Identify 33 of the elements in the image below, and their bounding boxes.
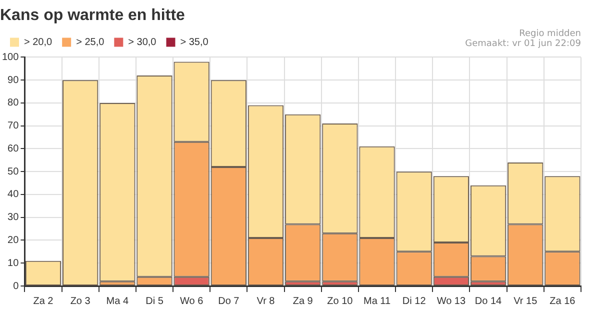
x-tick-label: Zo 3 [70, 296, 91, 307]
y-tick-label: 60 [8, 143, 20, 154]
y-tick-label: 80 [8, 98, 20, 109]
text: Regio midden [519, 29, 581, 39]
x-tick-label: Wo 6 [180, 296, 204, 307]
x-tick-label: Do 14 [474, 296, 502, 307]
x-tick-label: Ma 11 [363, 296, 391, 307]
x-tick-label: Wo 13 [436, 296, 466, 307]
x-tick-label: Za 16 [550, 296, 576, 307]
y-tick-label: 10 [8, 258, 20, 269]
x-tick-label: Za 2 [33, 296, 54, 307]
y-tick-label: 100 [2, 52, 20, 63]
legend-label: > 30,0 [128, 36, 157, 48]
y-tick-label: 30 [8, 212, 20, 224]
text: Gemaakt: vr 01 jun 22:09 [465, 39, 582, 49]
x-tick-label: Vr 15 [514, 296, 538, 307]
x-tick-label: Za 9 [292, 296, 314, 307]
y-tick-label: 20 [8, 234, 20, 246]
x-tick-label: Do 7 [218, 296, 240, 307]
y-tick-label: 70 [8, 120, 20, 132]
legend-label: > 35,0 [180, 36, 209, 48]
x-tick-label: Zo 10 [327, 296, 354, 307]
chart-title: Kans op warmte en hitte [0, 7, 186, 24]
legend-label: > 20,0 [24, 36, 53, 48]
legend-label: > 25,0 [76, 36, 105, 48]
x-tick-label: Di 12 [402, 296, 426, 307]
x-tick-label: Di 5 [146, 296, 164, 307]
y-tick-label: 40 [8, 189, 20, 200]
y-tick-label: 50 [8, 166, 20, 178]
x-tick-label: Ma 4 [106, 296, 129, 307]
x-tick-label: Vr 8 [256, 296, 276, 307]
y-tick-label: 90 [8, 74, 20, 86]
y-tick-label: 0 [13, 280, 20, 292]
